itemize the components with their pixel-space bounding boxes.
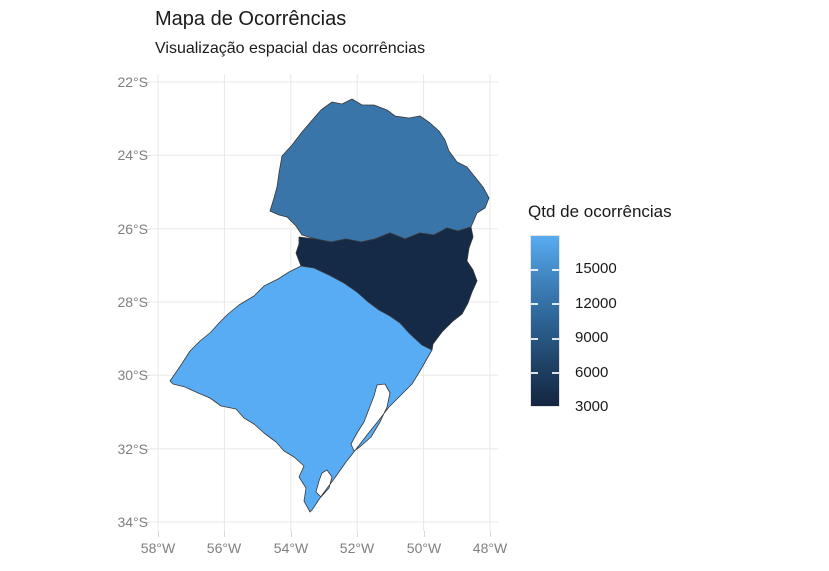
legend-value-label: 15000 (575, 260, 617, 277)
map-panel (150, 74, 498, 531)
region-parana (269, 98, 490, 243)
y-axis-label: 24°S (117, 147, 148, 163)
legend-tick (531, 338, 538, 340)
legend-gradient-bar (530, 235, 560, 407)
x-axis-tick (424, 531, 425, 537)
x-axis-tick (490, 531, 491, 537)
y-axis-tick (144, 375, 150, 376)
x-axis-label: 52°W (339, 540, 375, 556)
plot-subtitle: Visualização espacial das ocorrências (155, 40, 426, 57)
legend-tick (531, 372, 538, 374)
x-axis-label: 48°W (472, 540, 508, 556)
y-axis-tick (144, 522, 150, 523)
x-axis-tick (158, 531, 159, 537)
region-rio-grande-do-sul (169, 265, 433, 513)
legend-tick (531, 269, 538, 271)
x-axis-tick (224, 531, 225, 537)
legend-tick (552, 372, 559, 374)
legend-value-label: 9000 (575, 329, 609, 346)
legend-tick (552, 269, 559, 271)
x-axis-tick (291, 531, 292, 537)
legend-title: Qtd de ocorrências (528, 202, 672, 221)
plot-title: Mapa de Ocorrências (155, 8, 347, 30)
y-axis-label: 30°S (117, 367, 148, 383)
y-axis-label: 28°S (117, 294, 148, 310)
y-axis-label: 34°S (117, 514, 148, 530)
y-axis-label: 32°S (117, 441, 148, 457)
y-axis-tick (144, 302, 150, 303)
y-axis-tick (144, 155, 150, 156)
legend-value-label: 6000 (575, 364, 609, 381)
legend-tick (552, 338, 559, 340)
y-axis-tick (144, 449, 150, 450)
legend-value-label: 3000 (575, 398, 609, 415)
legend-tick (531, 303, 538, 305)
x-axis-label: 56°W (206, 540, 242, 556)
x-axis-label: 50°W (406, 540, 442, 556)
y-axis-label: 22°S (117, 74, 148, 90)
x-axis-label: 58°W (140, 540, 176, 556)
y-axis-tick (144, 229, 150, 230)
y-axis-label: 26°S (117, 221, 148, 237)
y-axis-tick (144, 82, 150, 83)
legend-value-label: 12000 (575, 295, 617, 312)
map-svg (150, 74, 498, 531)
x-axis-tick (357, 531, 358, 537)
x-axis-label: 54°W (273, 540, 309, 556)
legend-tick (552, 303, 559, 305)
